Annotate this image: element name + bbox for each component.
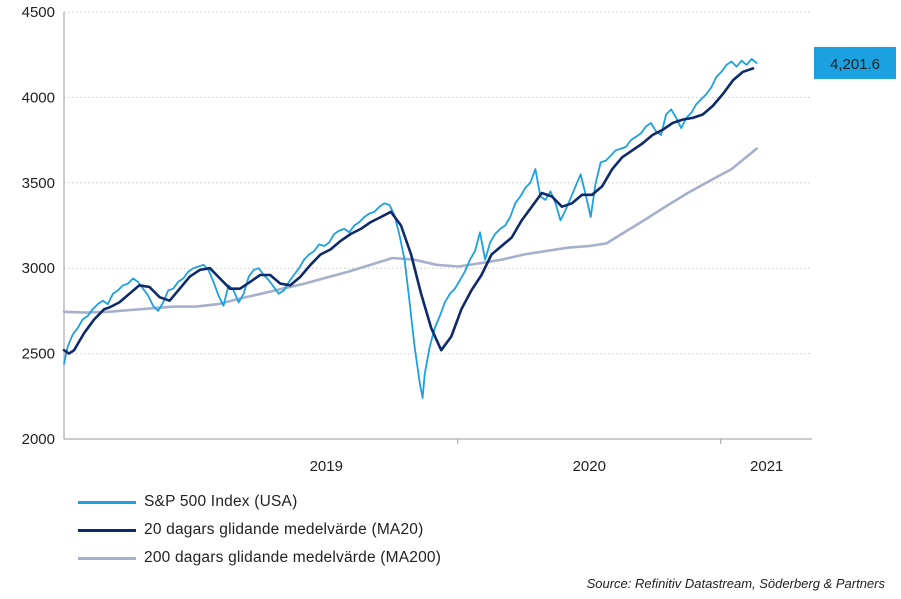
last-value-label: 4,201.6 [830,56,880,73]
x-axis-ticks: 2019 2020 2021 [310,439,783,475]
legend: S&P 500 Index (USA) 20 dagars glidande m… [78,488,441,572]
series-line-sp500 [63,58,758,399]
legend-swatch-sp500 [78,500,136,504]
legend-item-ma20: 20 dagars glidande medelvärde (MA20) [78,516,441,544]
y-tick-label-3000: 3000 [22,260,55,277]
series-lines [62,58,759,399]
gridlines [64,11,812,355]
axes [63,12,812,440]
legend-swatch-ma20 [78,528,136,532]
source-note: Source: Refinitiv Datastream, Söderberg … [586,576,885,591]
legend-item-sp500: S&P 500 Index (USA) [78,488,441,516]
last-value-badge-box [814,46,896,79]
y-tick-label-3500: 3500 [22,175,55,192]
legend-label-sp500: S&P 500 Index (USA) [144,493,298,510]
y-tick-label-2000: 2000 [22,431,55,448]
legend-label-ma200: 200 dagars glidande medelvärde (MA200) [144,549,442,566]
legend-label-ma20: 20 dagars glidande medelvärde (MA20) [144,521,424,538]
last-value-badge: 4,201.6 [814,46,896,79]
y-axis-ticks: 2000 2500 3000 3500 4000 4500 [22,4,55,448]
x-tick-label-2021: 2021 [750,458,783,475]
legend-item-ma200: 200 dagars glidande medelvärde (MA200) [78,544,441,572]
y-tick-label-4500: 4500 [22,4,55,21]
series-line-ma20 [62,67,755,355]
y-tick-label-4000: 4000 [22,89,55,106]
y-tick-label-2500: 2500 [22,346,55,363]
series-line-ma200 [62,147,759,314]
x-tick-label-2019: 2019 [310,458,343,475]
x-tick-label-2020: 2020 [573,458,606,475]
legend-swatch-ma200 [78,556,136,560]
